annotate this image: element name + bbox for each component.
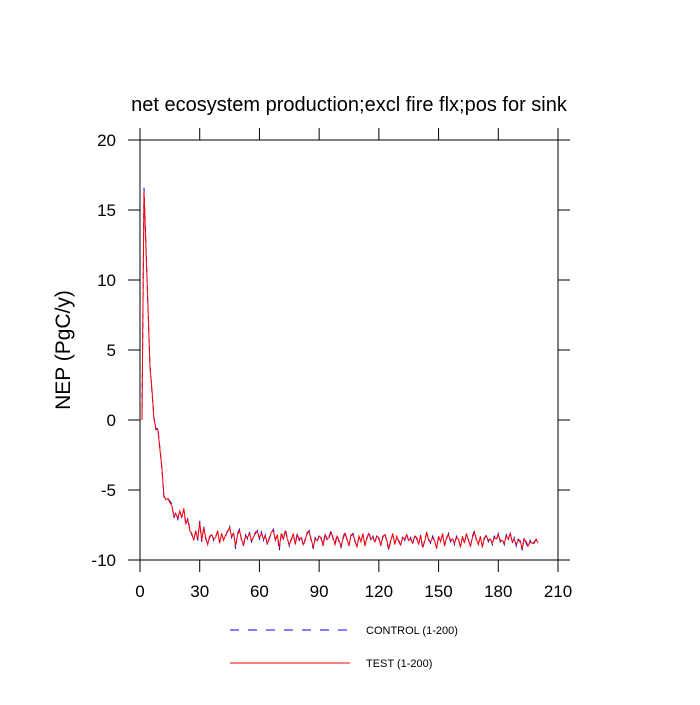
chart-title: net ecosystem production;excl fire flx;p… [131, 94, 568, 116]
x-tick-label: 120 [365, 582, 393, 601]
x-tick-label: 210 [544, 582, 572, 601]
x-tick-label: 90 [310, 582, 329, 601]
x-tick-label: 180 [484, 582, 512, 601]
y-tick-label: -5 [101, 481, 116, 500]
legend-label: TEST (1-200) [366, 658, 432, 670]
x-tick-label: 150 [424, 582, 452, 601]
data-line [141, 187, 539, 551]
y-tick-label: 15 [97, 201, 116, 220]
plot-frame [139, 139, 559, 561]
y-tick-label: 0 [107, 411, 116, 430]
x-tick-label: 30 [190, 582, 209, 601]
y-axis-label: NEP (PgC/y) [52, 290, 75, 410]
x-tick-label: 0 [135, 582, 144, 601]
y-tick-label: 20 [97, 131, 116, 150]
y-tick-label: 5 [107, 341, 116, 360]
y-tick-label: 10 [97, 271, 116, 290]
legend-label: CONTROL (1-200) [366, 625, 458, 637]
x-tick-label: 60 [250, 582, 269, 601]
y-tick-label: -10 [91, 551, 116, 570]
data-line [141, 191, 539, 549]
